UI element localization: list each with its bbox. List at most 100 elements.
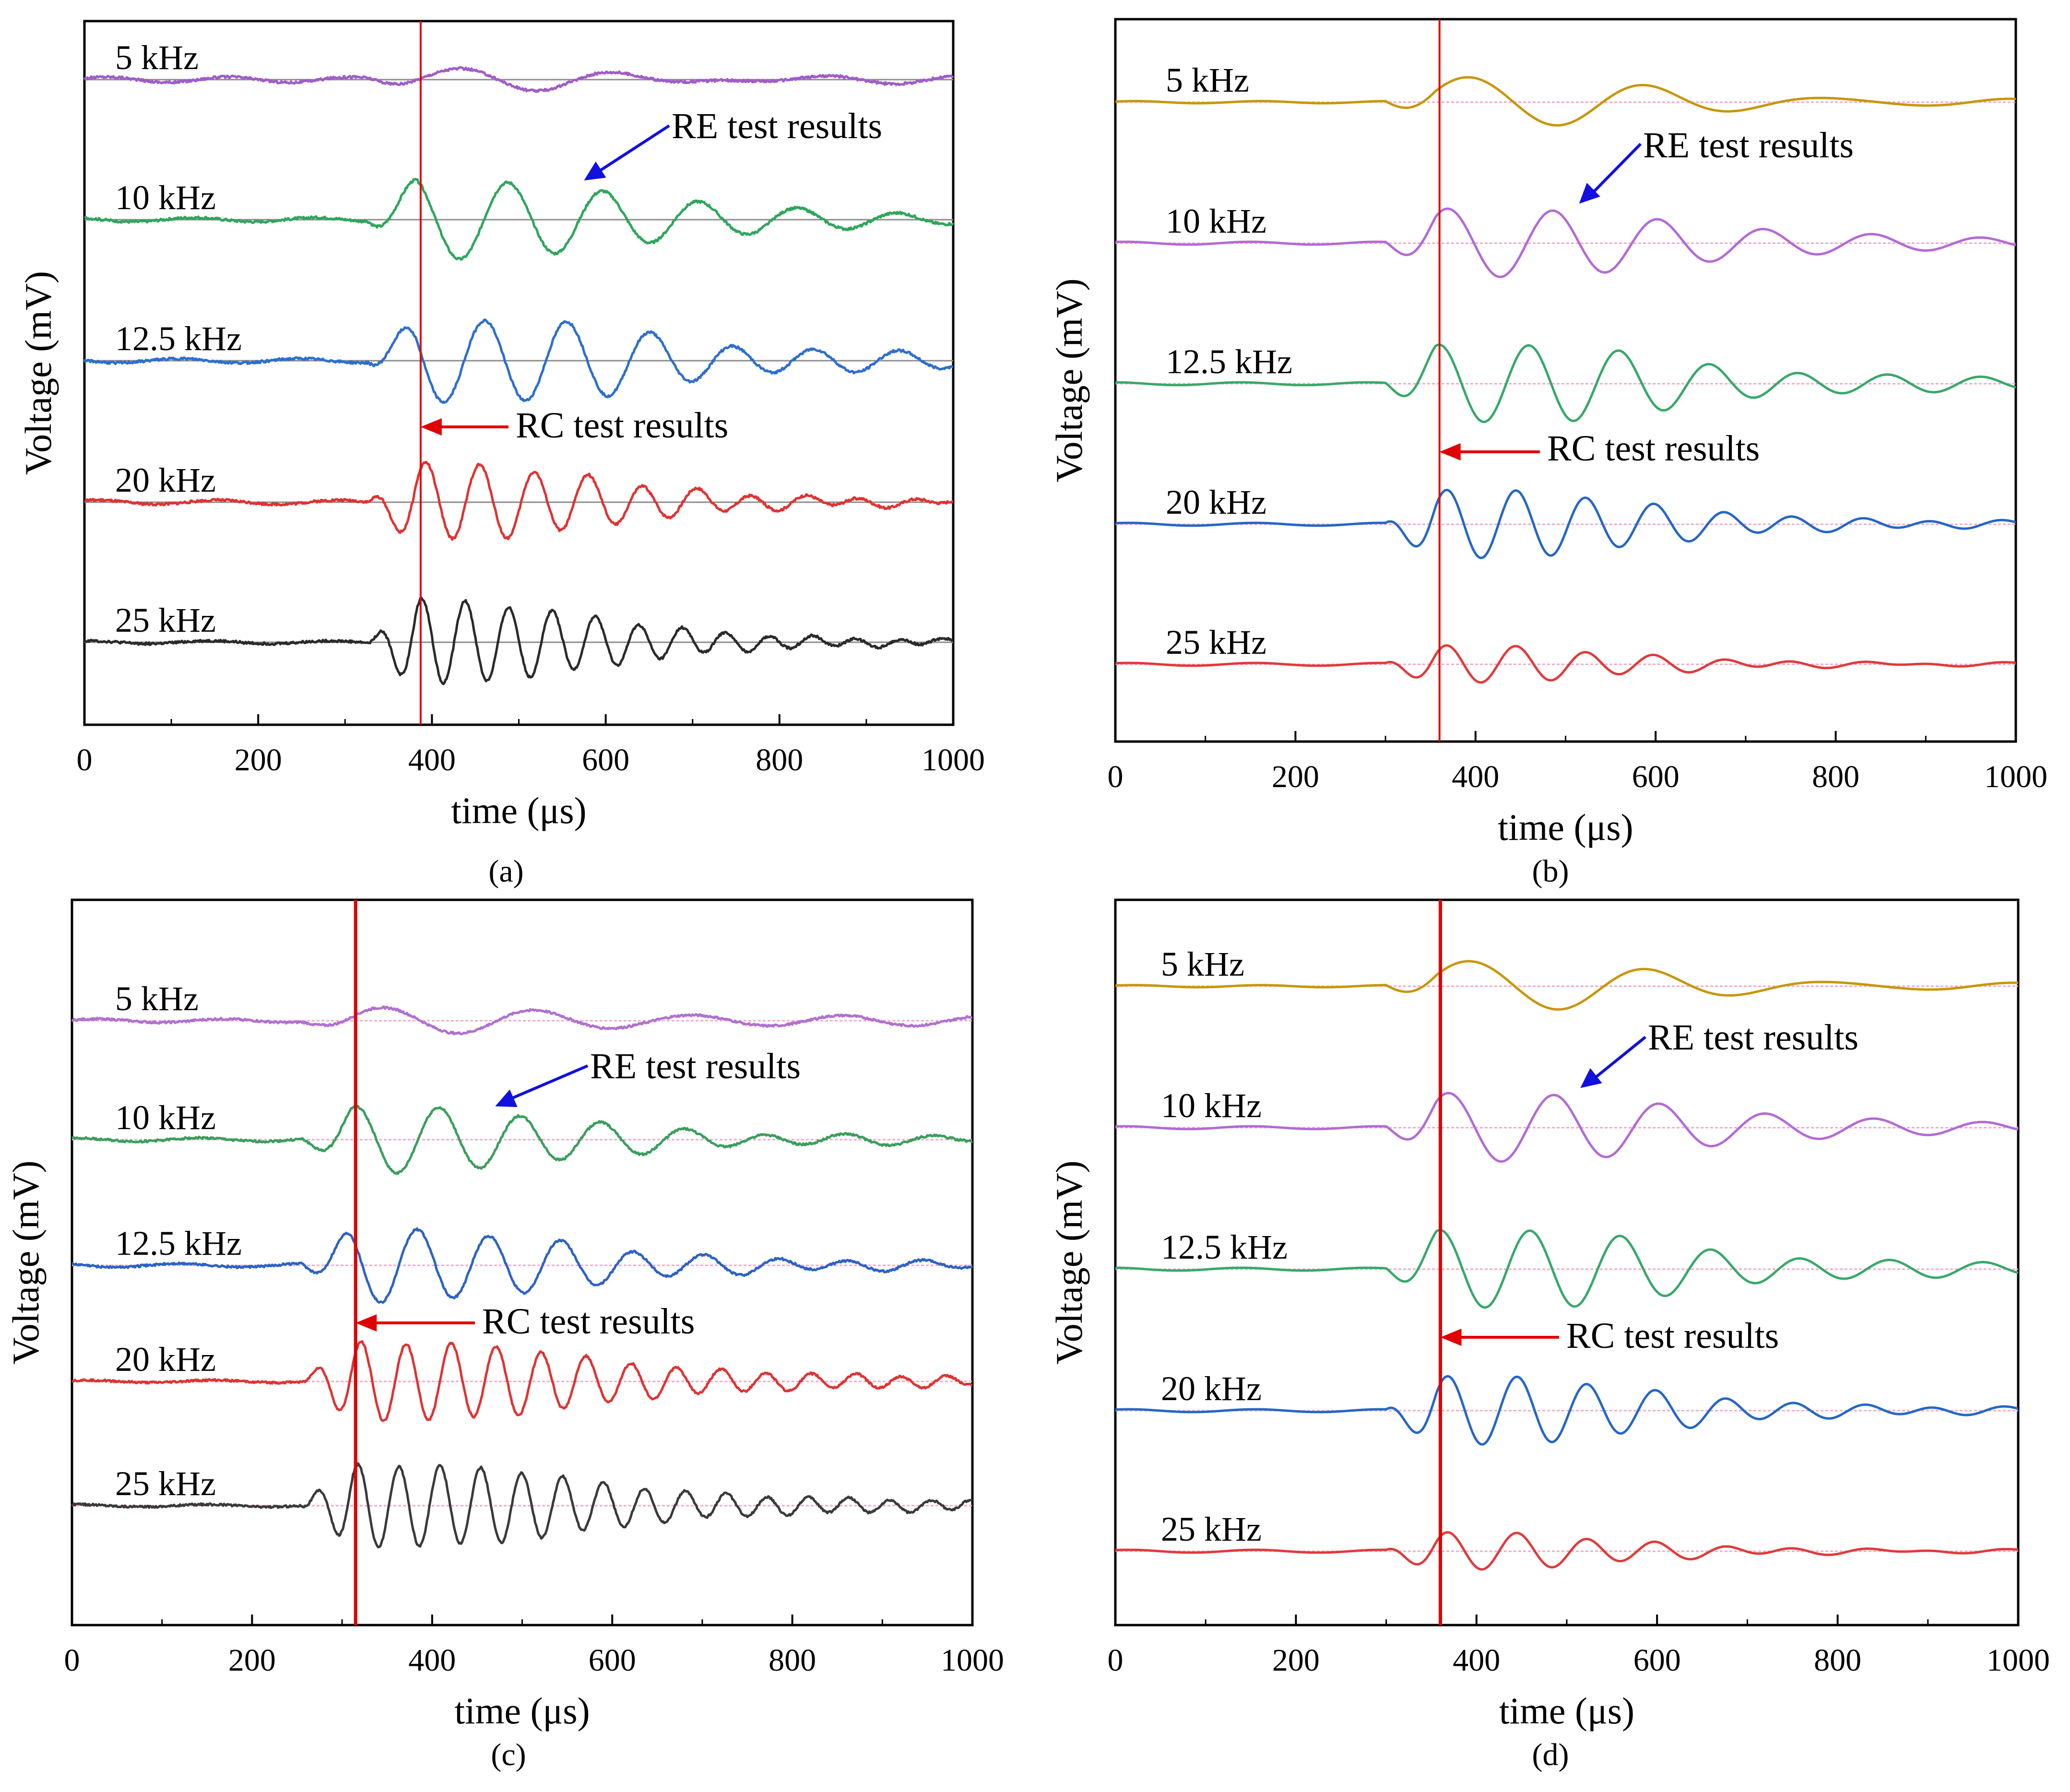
re-arrow-shaft — [501, 1064, 589, 1104]
panel-label: (d) — [1532, 1737, 1569, 1772]
rc-arrow-head — [1439, 443, 1461, 460]
x-tick-label: 1000 — [922, 743, 985, 778]
series-line-10khz — [1115, 207, 2016, 278]
series-line-10khz — [83, 177, 955, 261]
panel-label: (b) — [1532, 854, 1569, 889]
x-axis-label: time (μs) — [451, 790, 586, 831]
x-tick-label: 1000 — [1984, 759, 2047, 794]
x-tick-label: 600 — [582, 743, 629, 778]
re-arrow-head — [584, 161, 606, 181]
x-tick-label: 800 — [756, 743, 803, 778]
series-label: 10 kHz — [115, 1098, 216, 1137]
series-label: 10 kHz — [115, 178, 216, 217]
re-annotation-label: RE test results — [672, 106, 882, 146]
re-arrow-shaft — [1586, 1036, 1646, 1085]
series-line-25khz — [1115, 1531, 2019, 1571]
x-axis-label: time (μs) — [1498, 806, 1633, 848]
re-arrow-head — [1579, 183, 1600, 204]
re-annotation-label: RE test results — [1648, 1017, 1858, 1058]
x-tick-label: 800 — [1812, 759, 1859, 794]
re-annotation-label: RE test results — [590, 1046, 801, 1086]
series-label: 5 kHz — [1161, 945, 1244, 983]
series-label: 12.5 kHz — [1161, 1228, 1288, 1266]
series-line-20khz — [1115, 489, 2016, 559]
series-line-20khz — [71, 1340, 973, 1422]
series-line-20khz — [83, 460, 954, 541]
panel-c: 0 200 400 600 800 1000 time (μs) Voltage (mV) (c… — [5, 898, 1004, 1772]
rc-annotation-label: RC test results — [1566, 1316, 1779, 1356]
x-tick-label: 400 — [1453, 1643, 1500, 1678]
x-tick-label: 800 — [1814, 1643, 1861, 1678]
x-tick-label: 200 — [1272, 1643, 1320, 1678]
re-arrow-shaft — [590, 124, 670, 178]
series-label: 20 kHz — [115, 1340, 216, 1379]
series-line-5khz — [71, 1005, 973, 1036]
panel-b: 0 200 400 600 800 1000 time (μs) Voltage (mV) (b… — [1048, 18, 2047, 889]
y-axis-label: Voltage (mV) — [1048, 1160, 1090, 1364]
rc-annotation-label: RC test results — [482, 1301, 695, 1342]
series-label: 5 kHz — [1166, 61, 1249, 99]
x-tick-label: 600 — [1633, 1643, 1681, 1678]
x-tick-label: 600 — [1632, 759, 1680, 794]
y-axis-label: Voltage (mV) — [17, 271, 59, 475]
series-line-20khz — [1115, 1375, 2019, 1446]
x-tick-label: 400 — [408, 743, 456, 778]
x-tick-label: 1000 — [1987, 1643, 2050, 1678]
x-tick-label: 200 — [235, 743, 282, 778]
y-axis-label: Voltage (mV) — [5, 1160, 47, 1364]
series-label: 5 kHz — [115, 38, 199, 77]
series-label: 12.5 kHz — [1166, 342, 1292, 381]
x-tick-label: 600 — [589, 1643, 636, 1678]
series-label: 10 kHz — [1166, 202, 1266, 240]
x-axis-label: time (μs) — [1499, 1690, 1634, 1732]
x-tick-label: 800 — [769, 1643, 816, 1678]
series-line-125khz — [83, 318, 954, 404]
x-tick-label: 0 — [1108, 759, 1124, 794]
series-label: 10 kHz — [1161, 1086, 1262, 1125]
series-line-125khz — [1115, 1229, 2019, 1309]
panel-label: (a) — [488, 854, 523, 889]
rc-annotation-label: RC test results — [516, 405, 728, 446]
series-label: 20 kHz — [1161, 1369, 1262, 1408]
series-line-5khz — [1115, 76, 2016, 127]
panel-label: (c) — [491, 1737, 526, 1772]
series-line-25khz — [71, 1462, 973, 1549]
series-label: 12.5 kHz — [115, 319, 242, 358]
series-line-125khz — [71, 1227, 973, 1304]
x-tick-label: 400 — [408, 1643, 456, 1678]
re-arrow-shaft — [1585, 142, 1642, 201]
x-tick-label: 200 — [1272, 759, 1319, 794]
re-arrow-head — [495, 1089, 518, 1108]
y-axis-label: Voltage (mV) — [1048, 278, 1090, 482]
x-tick-label: 400 — [1452, 759, 1499, 794]
series-line-5khz — [83, 66, 954, 93]
series-line-10khz — [71, 1104, 973, 1175]
rc-arrow-head — [1440, 1329, 1462, 1346]
rc-arrow-head — [420, 418, 442, 436]
series-label: 25 kHz — [1166, 623, 1266, 661]
re-annotation-label: RE test results — [1643, 125, 1854, 165]
series-line-125khz — [1115, 343, 2016, 424]
panel-a: 0 200 400 600 800 1000 time (μs) Voltage (mV) (a… — [17, 20, 985, 889]
series-label: 25 kHz — [115, 601, 216, 639]
series-label: 25 kHz — [1161, 1510, 1262, 1548]
panel-d: 0 200 400 600 800 1000 time (μs) Voltage (mV) (d… — [1048, 898, 2050, 1772]
series-line-5khz — [1115, 960, 2019, 1011]
series-line-10khz — [1115, 1092, 2019, 1163]
x-tick-label: 1000 — [941, 1643, 1004, 1678]
x-tick-label: 0 — [77, 743, 93, 778]
series-label: 25 kHz — [115, 1464, 216, 1503]
series-label: 20 kHz — [1166, 483, 1266, 521]
x-axis-label: time (μs) — [454, 1690, 590, 1732]
x-tick-label: 0 — [64, 1643, 80, 1678]
re-arrow-head — [1580, 1068, 1602, 1088]
rc-annotation-label: RC test results — [1547, 428, 1760, 469]
series-label: 12.5 kHz — [115, 1224, 242, 1262]
x-tick-label: 200 — [228, 1643, 276, 1678]
series-line-25khz — [83, 596, 954, 685]
series-line-25khz — [1115, 644, 2016, 684]
series-label: 5 kHz — [115, 979, 199, 1018]
series-label: 20 kHz — [115, 461, 216, 499]
x-tick-label: 0 — [1108, 1643, 1124, 1678]
